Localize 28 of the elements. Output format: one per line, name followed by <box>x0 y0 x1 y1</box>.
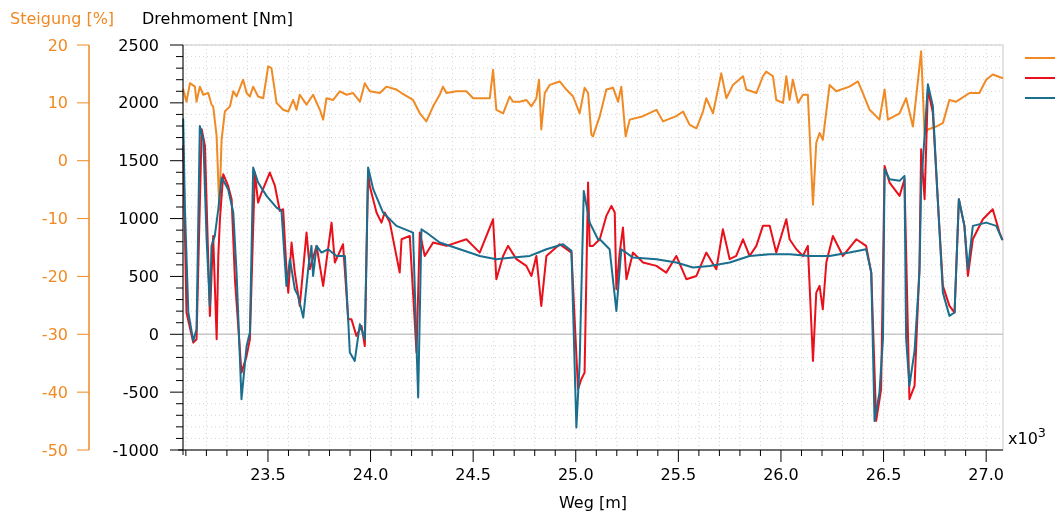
y2-tick-label: -50 <box>41 440 68 460</box>
x-tick-label: 24.5 <box>455 465 491 484</box>
x-tick-label: 25.0 <box>557 465 594 484</box>
y-tick-label: 1500 <box>118 151 159 171</box>
y2-tick-label: -20 <box>41 267 68 287</box>
x-tick-label: 27.0 <box>968 465 1004 484</box>
y-tick-label: 500 <box>128 267 159 287</box>
y2-tick-label: -30 <box>41 324 68 344</box>
text: x10$^{3}$ <box>1008 424 1046 448</box>
y-tick-label: 2000 <box>118 93 159 113</box>
x-tick-label: 26.5 <box>865 465 902 484</box>
x-tick-label: 26.0 <box>763 465 799 484</box>
y-tick-label: 0 <box>148 324 159 344</box>
y2-tick-label: 0 <box>57 151 68 171</box>
y-tick-label: -500 <box>122 382 159 402</box>
y2-axis-title: Steigung [%] <box>10 9 115 28</box>
x-tick-label: 24.0 <box>352 465 389 484</box>
y-tick-label: -1000 <box>112 440 159 460</box>
x-tick-label: 25.5 <box>660 465 697 484</box>
y-tick-label: 2500 <box>118 35 159 55</box>
y-axis-title: Drehmoment [Nm] <box>142 9 293 28</box>
y2-tick-label: 20 <box>47 35 68 55</box>
y-tick-label: 1000 <box>118 209 159 229</box>
x-axis-title: Weg [m] <box>558 493 628 512</box>
y2-tick-label: -40 <box>41 382 68 402</box>
x-tick-label: 23.5 <box>250 465 286 484</box>
y2-tick-label: -10 <box>41 209 68 229</box>
y2-tick-label: 10 <box>47 93 68 113</box>
